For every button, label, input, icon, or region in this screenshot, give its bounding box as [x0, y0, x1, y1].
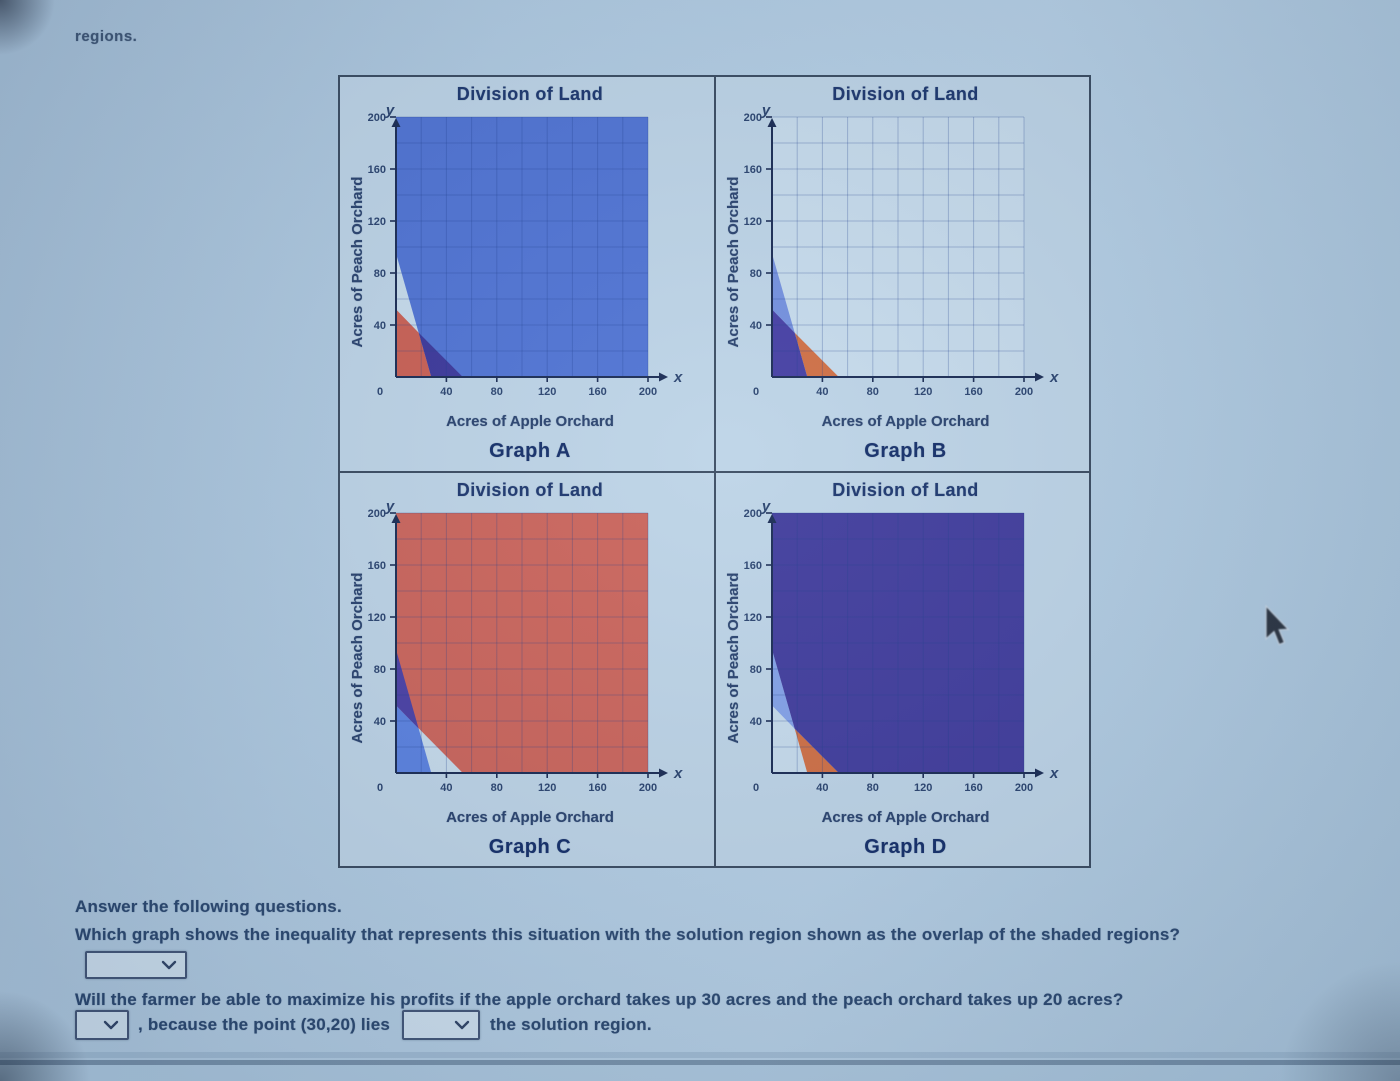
- svg-text:120: 120: [538, 386, 556, 398]
- graph-b-title: Division of Land: [832, 84, 979, 104]
- desk-edge-highlight: [0, 1052, 1400, 1058]
- page-fragment-text: regions.: [75, 28, 138, 45]
- svg-text:x: x: [673, 369, 683, 386]
- svg-text:40: 40: [816, 386, 828, 398]
- svg-text:200: 200: [1014, 386, 1032, 398]
- svg-text:80: 80: [374, 268, 386, 280]
- questions-intro: Answer the following questions.: [75, 897, 342, 916]
- graph-c-panel: Division of Land Acres of Peach Orchard …: [340, 472, 714, 866]
- svg-text:160: 160: [743, 560, 761, 572]
- svg-text:40: 40: [374, 320, 386, 332]
- svg-text:160: 160: [588, 782, 606, 794]
- graph-a-caption: Graph A: [489, 440, 571, 462]
- svg-text:0: 0: [377, 386, 383, 398]
- graph-d-x-axis-label: Acres of Apple Orchard: [821, 808, 990, 826]
- chevron-down-icon: [454, 1020, 470, 1030]
- svg-text:200: 200: [639, 782, 657, 794]
- graph-c-caption: Graph C: [488, 835, 572, 858]
- svg-text:80: 80: [749, 664, 761, 676]
- svg-text:0: 0: [752, 782, 758, 794]
- chevron-down-icon: [103, 1020, 119, 1030]
- question-3-end-text: the solution region.: [490, 1015, 652, 1034]
- graph-d-panel: Division of Land Acres of Peach Orchard …: [715, 472, 1089, 866]
- svg-text:120: 120: [368, 612, 386, 624]
- svg-text:40: 40: [440, 386, 452, 398]
- svg-text:40: 40: [816, 782, 828, 794]
- inside-outside-dropdown[interactable]: [402, 1010, 481, 1040]
- svg-text:200: 200: [368, 112, 386, 124]
- svg-text:160: 160: [368, 164, 386, 176]
- svg-text:0: 0: [377, 782, 383, 794]
- graph-a-title: Division of Land: [456, 84, 604, 104]
- graph-b-caption: Graph B: [864, 440, 947, 462]
- graph-a-panel: Division of Land Acres of Peach Orchard …: [340, 77, 714, 471]
- question-3-mid-text: , because the point (30,20) lies: [138, 1015, 391, 1034]
- svg-text:40: 40: [749, 716, 761, 728]
- svg-text:x: x: [673, 765, 683, 782]
- graph-a-x-axis-label: Acres of Apple Orchard: [446, 413, 614, 430]
- graph-b-panel: Division of Land Acres of Peach Orchard …: [715, 77, 1089, 471]
- chevron-down-icon: [161, 960, 177, 970]
- mouse-cursor: [1262, 604, 1292, 653]
- svg-text:y: y: [760, 501, 770, 515]
- svg-text:200: 200: [368, 508, 386, 520]
- svg-text:40: 40: [374, 716, 386, 728]
- graph-d-caption: Graph D: [864, 835, 947, 858]
- svg-text:200: 200: [743, 112, 761, 124]
- svg-text:160: 160: [964, 386, 982, 398]
- question-3-row: , because the point (30,20) lies the sol…: [75, 1010, 652, 1040]
- svg-text:x: x: [1049, 369, 1059, 386]
- svg-text:120: 120: [368, 216, 386, 228]
- svg-text:120: 120: [914, 782, 932, 794]
- svg-text:y: y: [385, 105, 395, 119]
- svg-text:40: 40: [440, 782, 452, 794]
- svg-text:120: 120: [914, 386, 932, 398]
- svg-text:200: 200: [743, 508, 761, 520]
- yes-no-dropdown[interactable]: [75, 1010, 129, 1040]
- svg-text:200: 200: [1014, 782, 1032, 794]
- svg-text:80: 80: [491, 386, 503, 398]
- question-2-text: Will the farmer be able to maximize his …: [75, 990, 1124, 1009]
- svg-text:80: 80: [374, 664, 386, 676]
- svg-text:200: 200: [639, 386, 657, 398]
- svg-text:y: y: [760, 105, 770, 119]
- graph-d-title: Division of Land: [832, 479, 979, 500]
- svg-text:80: 80: [749, 268, 761, 280]
- svg-text:80: 80: [866, 386, 878, 398]
- graph-c-x-axis-label: Acres of Apple Orchard: [446, 808, 614, 826]
- svg-text:160: 160: [588, 386, 606, 398]
- graph-choice-dropdown[interactable]: [85, 951, 187, 979]
- graph-grid: Division of Land Acres of Peach Orchard …: [338, 75, 1091, 868]
- graph-b-x-axis-label: Acres of Apple Orchard: [821, 413, 990, 430]
- question-1-text: Which graph shows the inequality that re…: [75, 925, 1181, 944]
- svg-text:80: 80: [866, 782, 878, 794]
- svg-text:160: 160: [368, 560, 386, 572]
- svg-text:80: 80: [491, 782, 503, 794]
- svg-text:160: 160: [743, 164, 761, 176]
- svg-text:120: 120: [743, 216, 761, 228]
- svg-text:y: y: [385, 501, 395, 515]
- svg-text:0: 0: [752, 386, 758, 398]
- desk-surface: [0, 1065, 1400, 1081]
- svg-text:160: 160: [964, 782, 982, 794]
- svg-text:40: 40: [749, 320, 761, 332]
- svg-text:120: 120: [538, 782, 556, 794]
- graph-c-title: Division of Land: [456, 479, 604, 500]
- svg-text:120: 120: [743, 612, 761, 624]
- svg-text:x: x: [1049, 765, 1059, 782]
